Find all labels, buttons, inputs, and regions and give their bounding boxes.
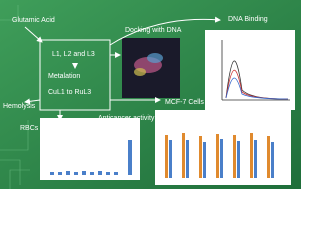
hemolysis-bars [50, 140, 132, 175]
arrow [24, 98, 41, 105]
label-anticancer: Anticancer activity [98, 115, 155, 122]
label-mcf7: MCF-7 Cells [165, 99, 204, 106]
graphical-abstract: Glutamic Acid L1, L2 and L3 Metalation C… [0, 0, 301, 189]
label-docking: Docking with DNA [125, 27, 182, 34]
label-complexes: CuL1 to RuL3 [48, 89, 91, 96]
arrow [109, 16, 221, 46]
docking-art [134, 53, 163, 76]
arrow [24, 26, 43, 43]
circuit-lines [0, 5, 30, 189]
label-dna-binding: DNA Binding [228, 16, 268, 23]
synthesis-box [39, 39, 111, 111]
label-metalation: Metalation [48, 73, 80, 80]
anticancer-bars [165, 133, 274, 178]
spectrum-art [221, 40, 290, 101]
label-hemolysis: Hemolysis [3, 103, 36, 110]
label-ligands: L1, L2 and L3 [52, 51, 95, 58]
hemolysis-chart [40, 118, 140, 180]
label-glutamic: Glutamic Acid [12, 17, 55, 24]
label-rbcs: RBCs [20, 125, 39, 132]
spectrum-panel [205, 30, 295, 110]
